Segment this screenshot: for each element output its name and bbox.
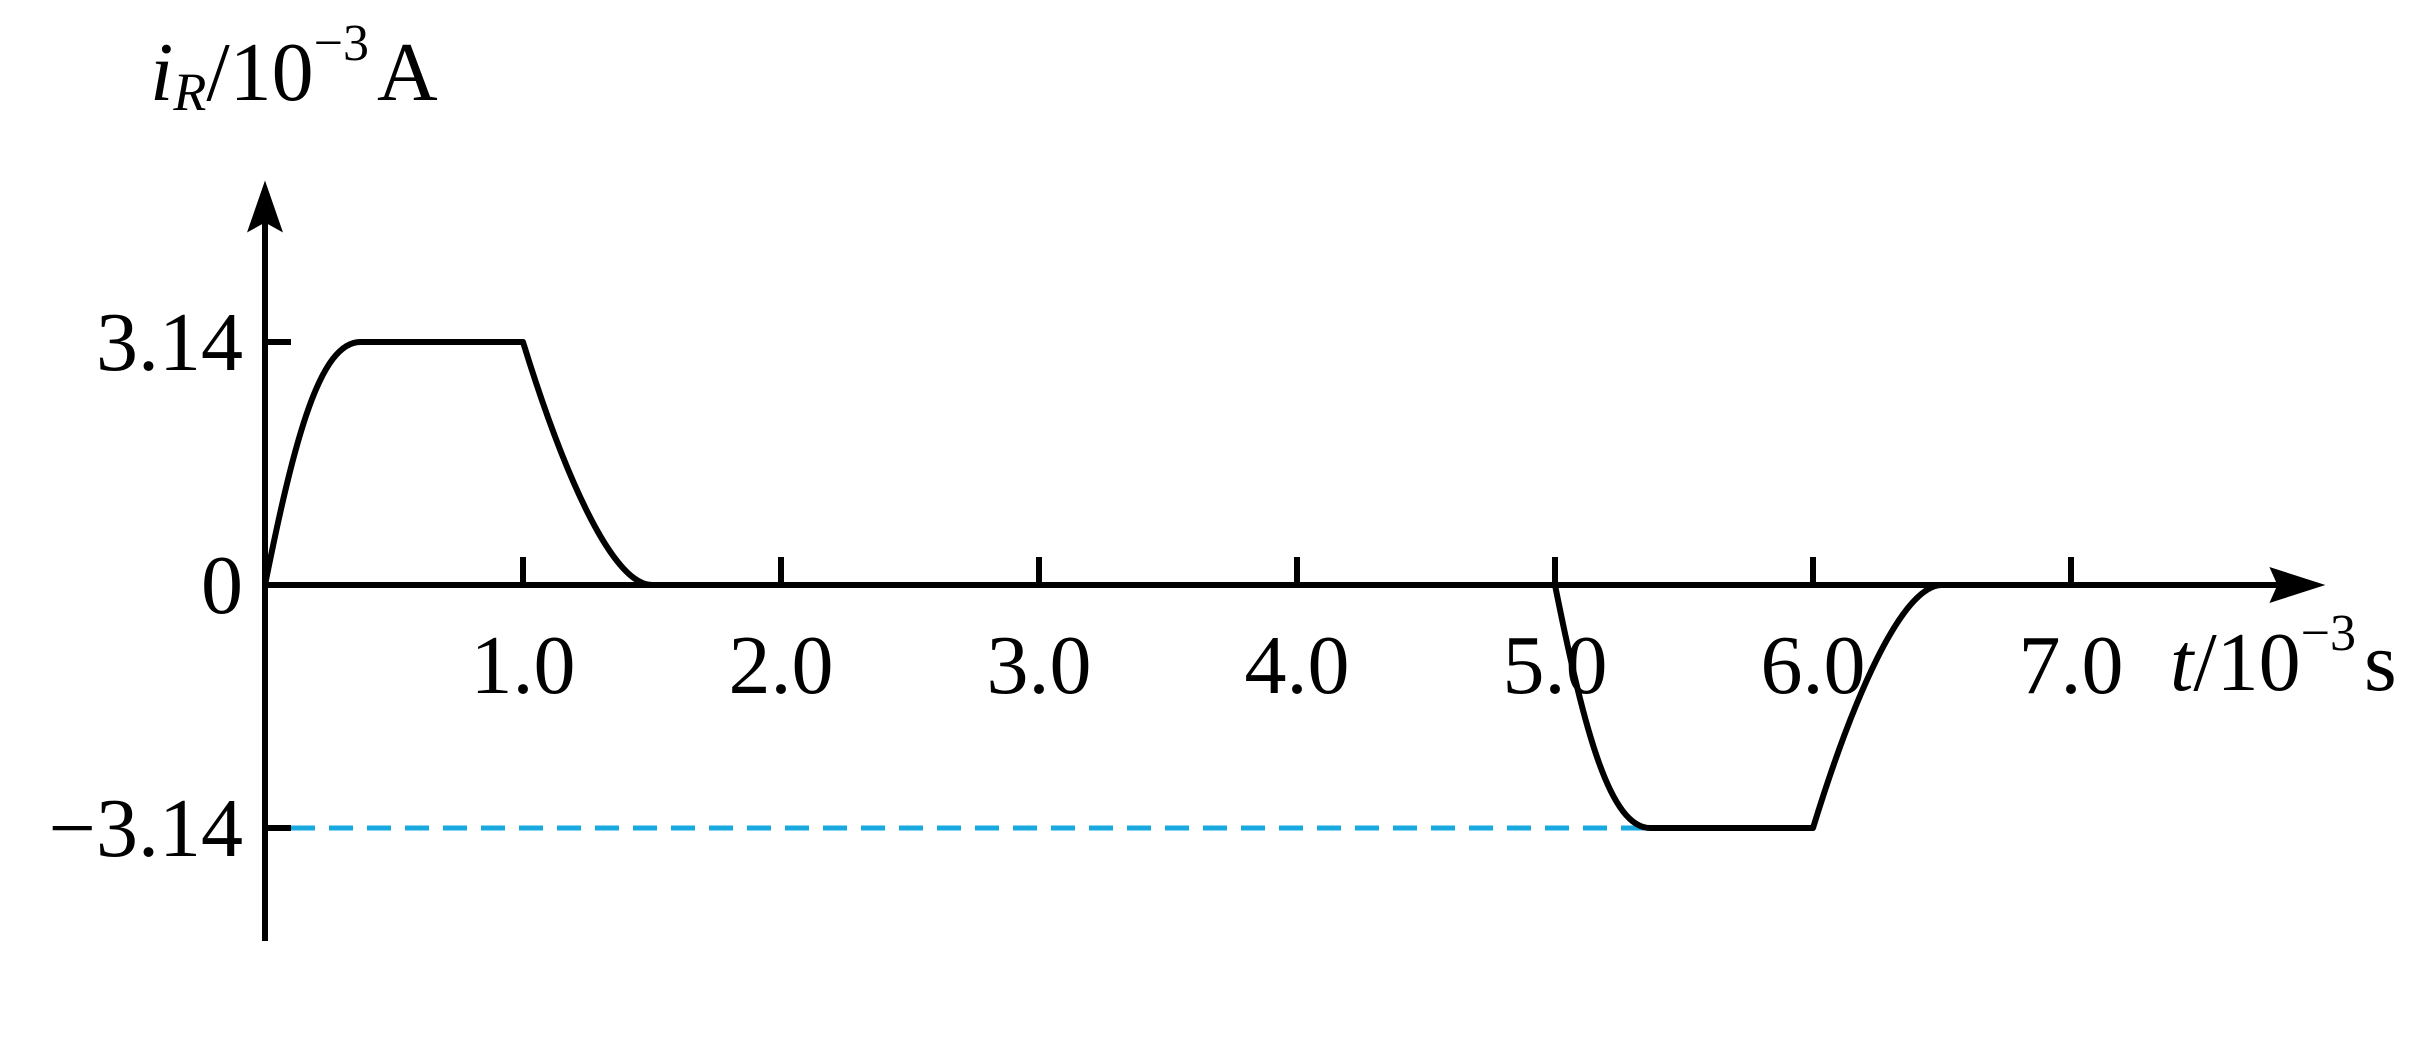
x-axis-unit-base: /10: [2193, 616, 2300, 709]
x-tick-label: 7.0: [2019, 619, 2124, 712]
y-axis-arrow: [247, 180, 283, 233]
x-axis-arrow: [2269, 567, 2326, 603]
y-tick-label: 3.14: [96, 296, 243, 389]
curves: [262, 338, 1943, 832]
x-tick-label: 2.0: [729, 619, 834, 712]
y-axis-unit-exp: −3: [314, 15, 369, 72]
y-tick-label: 0: [201, 539, 243, 632]
x-tick-label: 1.0: [471, 619, 576, 712]
y-axis-unit-base: /10: [206, 26, 313, 119]
x-axis-unit: s: [2364, 616, 2397, 709]
y-axis-sub: R: [172, 62, 206, 122]
x-axis-var: t: [2170, 616, 2196, 709]
y-tick-label: −3.14: [49, 782, 243, 875]
y-axis-var: i: [150, 26, 173, 119]
curve-positive-pulse: [262, 338, 653, 588]
x-tick-label: 4.0: [1245, 619, 1350, 712]
x-tick-label: 6.0: [1761, 619, 1866, 712]
y-axis-label: iR/10−3A: [150, 15, 438, 122]
x-tick-label: 5.0: [1503, 619, 1608, 712]
x-axis-unit-exp: −3: [2301, 605, 2356, 662]
ticks: 1.0 2.0 3.0 4.0 5.0 6.0 7.0 3.14 0 −3.14: [49, 296, 2124, 875]
curve-negative-pulse: [1552, 582, 1943, 832]
x-tick-label: 3.0: [987, 619, 1092, 712]
y-axis-unit: A: [377, 26, 438, 119]
x-axis-label: t/10−3s: [2170, 605, 2397, 709]
